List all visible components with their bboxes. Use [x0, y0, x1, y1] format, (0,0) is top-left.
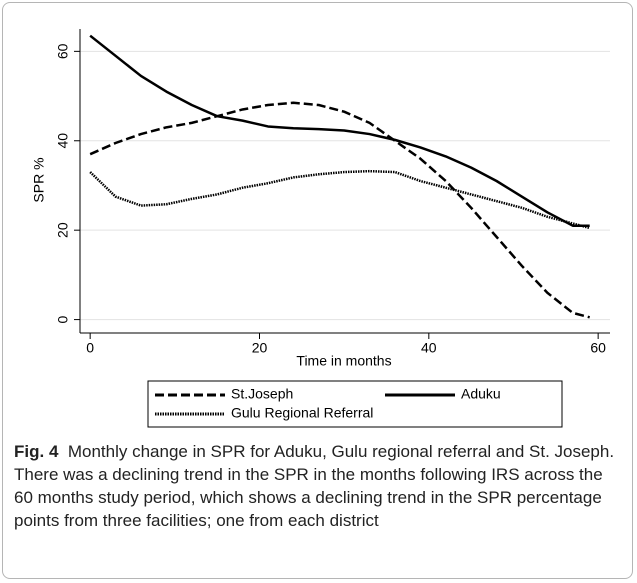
series-line: [89, 169, 590, 230]
legend-label: Aduku: [461, 386, 501, 402]
y-axis-label: SPR %: [31, 157, 47, 202]
y-tick-label: 60: [55, 43, 71, 59]
legend-label: Gulu Regional Referral: [231, 405, 373, 421]
caption: Fig. 4 Monthly change in SPR for Aduku, …: [14, 440, 622, 532]
x-tick-label: 60: [590, 340, 606, 356]
chart: SPR % Time in months 0 20 40 60 0 20 40 60 St.Jo…: [31, 29, 610, 428]
caption-label: Fig. 4: [14, 442, 59, 461]
y-tick-label: 40: [55, 133, 71, 149]
y-tick-label: 0: [55, 315, 71, 323]
x-tick-label: 0: [86, 340, 94, 356]
y-tick-label: 20: [55, 222, 71, 238]
x-tick-label: 40: [421, 340, 437, 356]
x-tick-label: 20: [252, 340, 268, 356]
legend-box: [147, 380, 563, 428]
series-line: [89, 101, 590, 319]
series-line: [89, 34, 590, 227]
legend-label: St.Joseph: [231, 386, 293, 402]
caption-text: Monthly change in SPR for Aduku, Gulu re…: [14, 442, 615, 530]
x-axis-label: Time in months: [296, 353, 391, 369]
